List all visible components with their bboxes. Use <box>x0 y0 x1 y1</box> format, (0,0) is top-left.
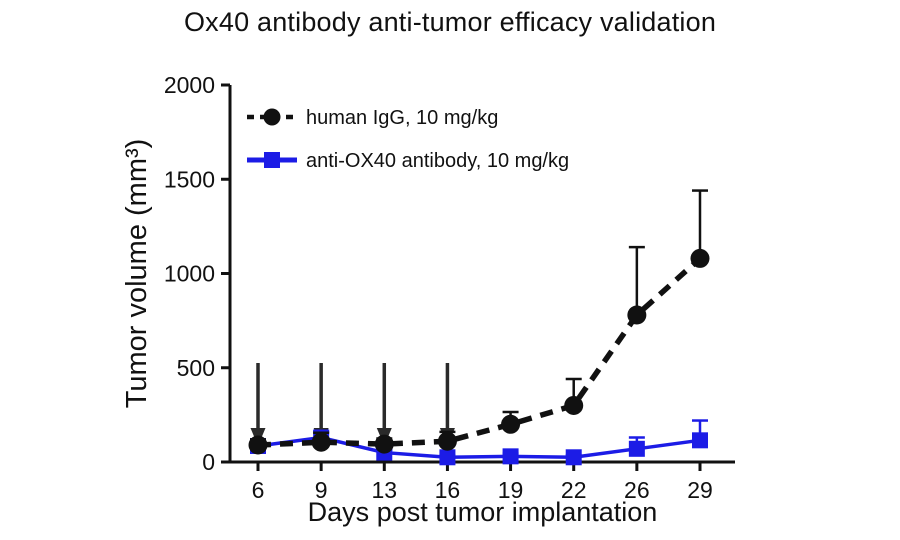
x-tick-label: 19 <box>498 477 524 503</box>
data-point-circle <box>501 414 521 434</box>
data-point-circle <box>627 305 647 325</box>
x-axis-label: Days post tumor implantation <box>308 497 658 527</box>
data-point-circle <box>437 431 457 451</box>
data-point-square <box>628 440 645 457</box>
data-point-circle <box>564 395 584 415</box>
x-tick-label: 6 <box>252 477 265 503</box>
dose-arrows <box>250 363 455 446</box>
x-tick-label: 9 <box>315 477 328 503</box>
axes: 0 500 1000 1500 2000 6 9 13 16 19 22 26 29 Days post … <box>121 72 735 527</box>
legend-marker-square <box>264 152 280 168</box>
legend-marker-circle <box>263 108 281 126</box>
x-tick-label: 26 <box>624 477 650 503</box>
dose-arrow-icon <box>250 363 266 446</box>
chart-title: Ox40 antibody anti-tumor efficacy valida… <box>183 7 717 37</box>
legend-item: human IgG, 10 mg/kg <box>247 107 498 129</box>
y-tick-label: 1000 <box>164 261 215 287</box>
series-line <box>257 256 702 448</box>
y-tick-label: 500 <box>177 355 215 381</box>
x-tick-label: 13 <box>371 477 397 503</box>
y-tick-label: 2000 <box>164 72 215 98</box>
y-axis-label: Tumor volume (mm³) <box>121 139 153 409</box>
data-point-square <box>692 432 708 449</box>
data-point-circle <box>248 435 268 455</box>
data-point-circle <box>690 248 710 268</box>
data-point-circle <box>374 434 394 454</box>
y-tick-label: 0 <box>202 449 215 475</box>
legend-label: human IgG, 10 mg/kg <box>306 107 498 129</box>
legend-label: anti-OX40 antibody, 10 mg/kg <box>306 150 569 172</box>
data-point-square <box>439 449 456 466</box>
x-tick-label: 29 <box>687 477 713 503</box>
legend-item: anti-OX40 antibody, 10 mg/kg <box>247 150 569 172</box>
dose-arrow-icon <box>376 363 392 446</box>
data-point-circle <box>311 432 331 452</box>
legend: human IgG, 10 mg/kg anti-OX40 antibody, 1… <box>247 107 569 172</box>
x-tick-label: 22 <box>561 477 587 503</box>
y-tick-label: 1500 <box>164 166 215 192</box>
data-point-square <box>565 449 582 466</box>
data-point-square <box>502 448 519 465</box>
series-human-igg <box>248 189 710 455</box>
x-tick-label: 16 <box>435 477 461 503</box>
